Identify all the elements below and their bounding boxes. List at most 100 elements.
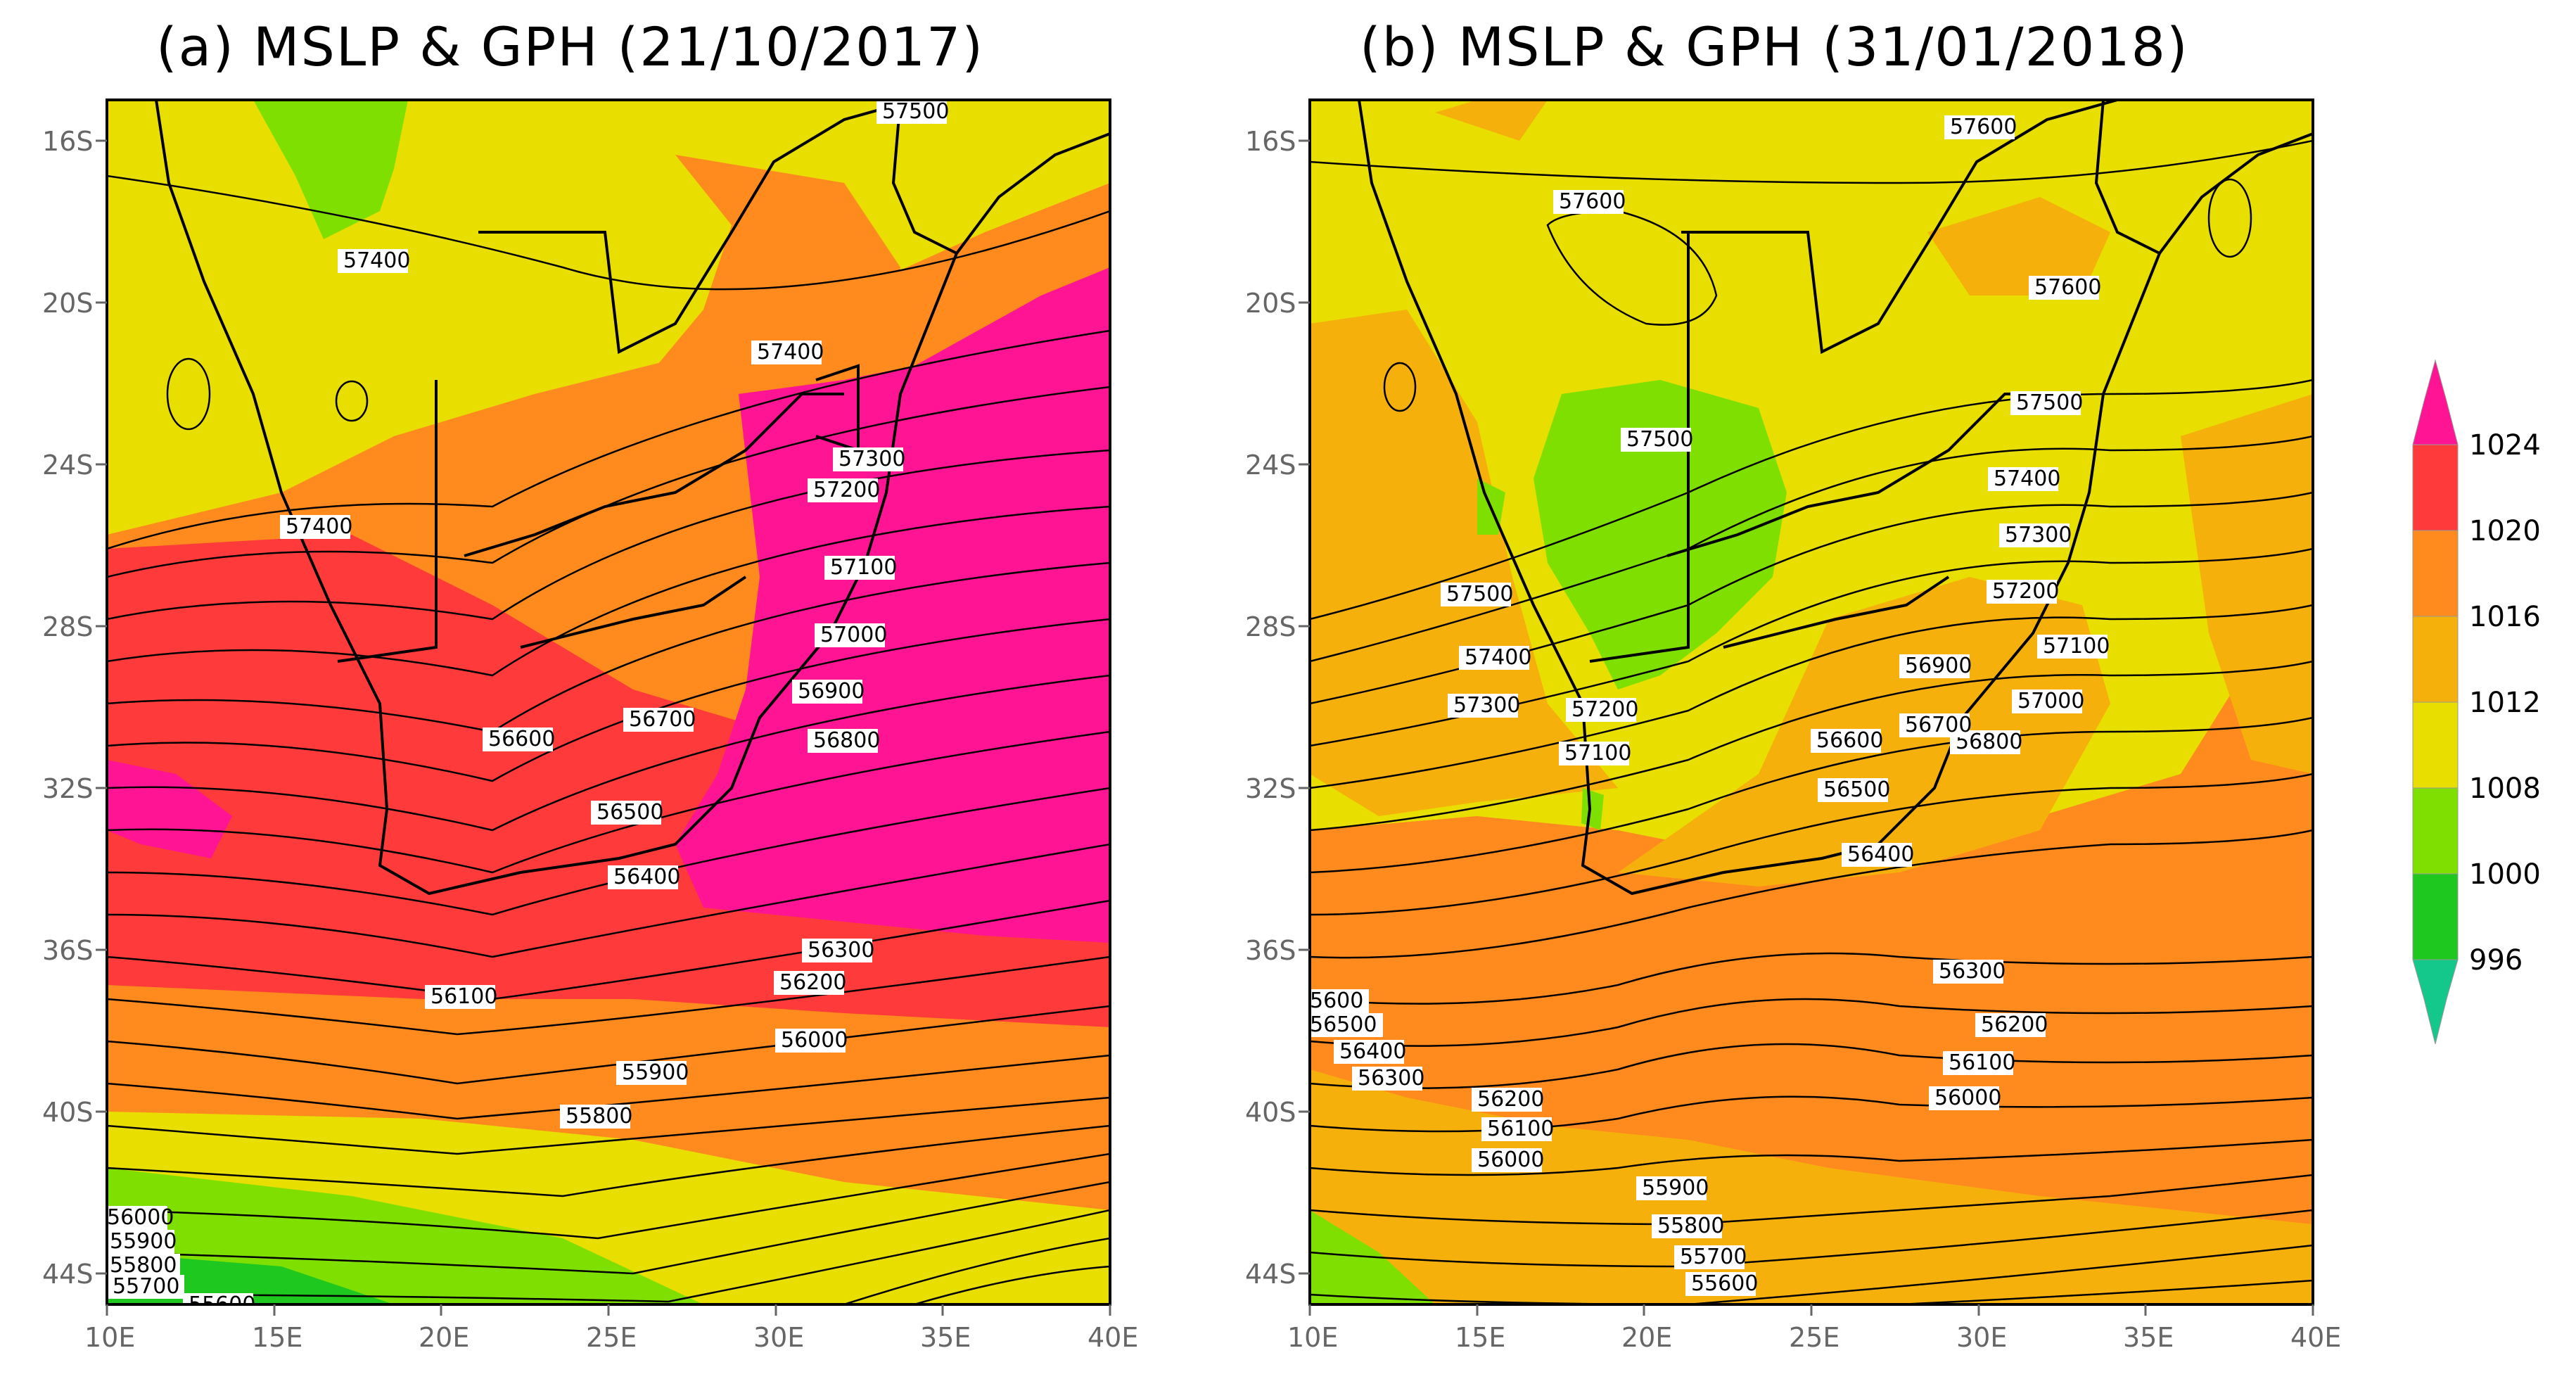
contour-label: 57200 <box>808 478 880 502</box>
svg-text:56300: 56300 <box>1358 1066 1424 1091</box>
svg-text:55700: 55700 <box>1680 1245 1747 1269</box>
contour-label: 57600 <box>1553 189 1626 214</box>
contour-label: 56600 <box>483 727 555 751</box>
contour-label: 55800 <box>107 1253 180 1278</box>
svg-text:55800: 55800 <box>1657 1214 1724 1238</box>
svg-text:56200: 56200 <box>1477 1087 1544 1112</box>
panel-b-shade-east <box>2181 394 2313 774</box>
colorbar-arrow-bottom <box>2412 959 2459 1045</box>
contour-label: 56000 <box>775 1028 848 1053</box>
svg-text:56000: 56000 <box>107 1205 174 1230</box>
contour-label: 57200 <box>1987 579 2059 604</box>
svg-text:55700: 55700 <box>113 1274 179 1299</box>
contour-label: 56000 <box>107 1205 174 1230</box>
contour-label: 56400 <box>608 865 680 889</box>
contour-label: 56800 <box>808 728 880 753</box>
contour-label: 56400 <box>1842 842 1914 867</box>
x-tick-label: 40E <box>2290 1322 2341 1353</box>
y-tick-label: 28S <box>42 611 93 642</box>
panel-b-map: 57600 57600 57600 57500 57500 57500 5740… <box>1310 100 2313 1304</box>
svg-text:57500: 57500 <box>882 99 949 124</box>
panel-a-coastline <box>155 100 1110 896</box>
svg-text:56800: 56800 <box>813 728 880 753</box>
panel-a-map: 57500 57400 57400 57400 57300 57200 5710… <box>107 99 1110 1317</box>
contour-label: 57400 <box>1988 466 2060 491</box>
panel-b-shade-north-orange <box>1927 197 2110 296</box>
x-tick-label: 35E <box>920 1322 971 1353</box>
contour-label: 57200 <box>1566 697 1638 722</box>
svg-text:56700: 56700 <box>1905 713 1972 737</box>
svg-text:55800: 55800 <box>110 1253 177 1278</box>
contour-label: 55900 <box>616 1060 689 1085</box>
contour-label: 55700 <box>1674 1245 1747 1269</box>
svg-text:56300: 56300 <box>1939 959 2006 984</box>
contour-label: 56000 <box>1929 1086 2001 1110</box>
contour-label: 57400 <box>338 248 410 273</box>
contour-label: 57400 <box>280 514 352 539</box>
y-tick-label: 24S <box>1245 450 1296 481</box>
contour-label: 56000 <box>1472 1148 1544 1172</box>
panel-b-shade-south <box>1310 1069 2313 1304</box>
svg-text:56500: 56500 <box>1823 777 1890 802</box>
panel-a-contour-labels: 57500 57400 57400 57400 57300 57200 5710… <box>107 99 949 1317</box>
y-tick-label: 16S <box>1245 126 1296 157</box>
svg-text:56200: 56200 <box>1981 1012 2048 1037</box>
contour-label: 56100 <box>1481 1117 1554 1141</box>
svg-text:56400: 56400 <box>613 865 680 889</box>
colorbar-label: 1020 <box>2469 515 2541 547</box>
svg-text:57600: 57600 <box>1950 115 2017 139</box>
contour-label: 56300 <box>1352 1066 1424 1091</box>
contour-label: 56600 <box>1811 728 1883 753</box>
x-tick-label: 15E <box>1455 1322 1505 1353</box>
contour-label: 56700 <box>1899 713 1972 737</box>
contour-label: 57500 <box>2010 390 2083 415</box>
contour-label: 56500 <box>591 800 663 825</box>
svg-text:55800: 55800 <box>566 1104 632 1129</box>
svg-text:56400: 56400 <box>1339 1039 1406 1064</box>
svg-text:57500: 57500 <box>1446 582 1513 606</box>
svg-text:57600: 57600 <box>2034 275 2101 300</box>
y-tick-label: 40S <box>42 1097 93 1128</box>
y-tick-label: 40S <box>1245 1097 1296 1128</box>
svg-text:57300: 57300 <box>839 447 905 471</box>
panel-b-shade-1012 <box>1310 310 1618 816</box>
svg-text:55900: 55900 <box>110 1229 177 1254</box>
svg-text:55600: 55600 <box>189 1292 255 1317</box>
svg-text:57200: 57200 <box>1571 697 1638 722</box>
colorbar-label: 1000 <box>2469 858 2541 891</box>
colorbar-arrow-top <box>2412 359 2459 445</box>
svg-text:5600: 5600 <box>1310 989 1363 1013</box>
svg-text:57600: 57600 <box>1559 189 1626 214</box>
contour-label: 56900 <box>792 679 865 704</box>
contour-label: 57400 <box>1459 645 1531 670</box>
colorbar-segment <box>2412 701 2459 789</box>
contour-label: 57500 <box>1621 427 1693 452</box>
svg-text:56300: 56300 <box>808 938 874 962</box>
panel-a-x-axis: 10E 15E 20E 25E 30E 35E 40E <box>84 1304 1138 1353</box>
contour-label: 57300 <box>1448 693 1520 718</box>
colorbar-segment <box>2412 616 2459 703</box>
y-tick-label: 20S <box>1245 288 1296 319</box>
contour-label: 55700 <box>107 1274 184 1299</box>
y-tick-label: 20S <box>42 288 93 319</box>
svg-text:56000: 56000 <box>781 1028 848 1053</box>
svg-text:56500: 56500 <box>597 800 663 825</box>
y-tick-label: 36S <box>1245 935 1296 966</box>
contour-label: 57400 <box>751 340 824 364</box>
contour-label: 55600 <box>1685 1271 1758 1296</box>
panel-b-shade-1000-cape <box>1581 788 1604 830</box>
svg-text:57300: 57300 <box>2005 523 2072 547</box>
svg-text:57000: 57000 <box>820 623 887 647</box>
contour-label: 56200 <box>774 970 846 995</box>
svg-text:56000: 56000 <box>1934 1086 2001 1110</box>
y-tick-label: 44S <box>1245 1259 1296 1290</box>
colorbar-label: 996 <box>2469 944 2523 977</box>
contour-label: 56500 <box>1310 1012 1383 1037</box>
svg-text:57500: 57500 <box>2016 390 2083 415</box>
x-tick-label: 30E <box>1956 1322 2007 1353</box>
panel-b-gph-contours <box>1310 139 2313 1304</box>
x-tick-label: 25E <box>586 1322 637 1353</box>
x-tick-label: 35E <box>2123 1322 2174 1353</box>
panel-b-y-axis: 16S 20S 24S 28S 32S 36S 40S 44S <box>1245 126 1310 1290</box>
